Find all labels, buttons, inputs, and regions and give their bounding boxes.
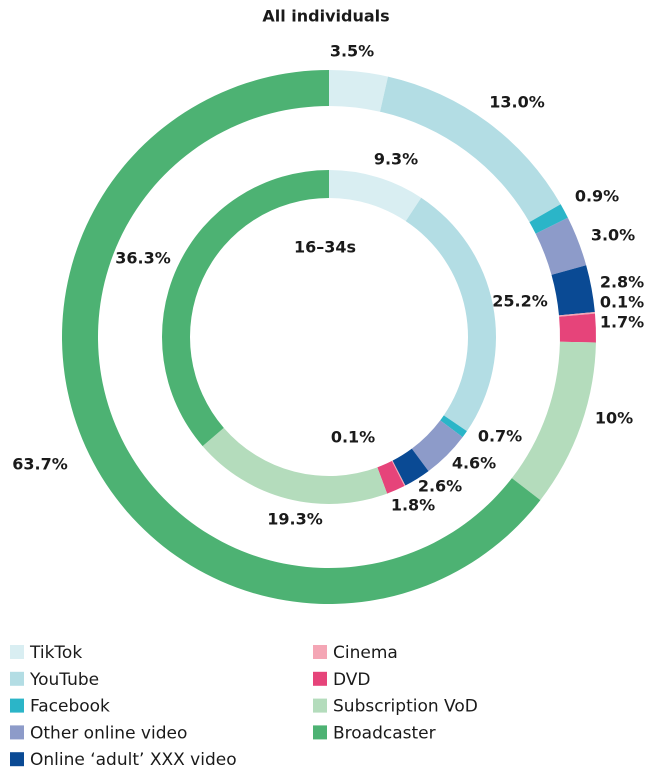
donut-segment [559,313,596,343]
data-label: 63.7% [12,455,68,474]
donut-segment [202,427,388,504]
legend-swatch [313,725,327,740]
legend-label: TikTok [29,643,82,663]
data-label: 1.7% [600,313,644,332]
data-label: 13.0% [489,93,545,112]
legend-label: Online ‘adult’ XXX video [30,750,237,770]
donut-segment [392,448,429,486]
legend-swatch [313,645,327,659]
donut-segment [529,204,568,234]
legend-label: Facebook [30,697,110,717]
legend-label: Subscription VoD [333,697,478,717]
donut-segment [440,415,467,438]
data-label: 0.1% [331,428,375,447]
legend-swatch [10,645,24,659]
donut-segment [411,420,463,472]
donut-segment [377,461,405,494]
donut-segment [405,197,496,432]
data-label: 2.8% [600,273,644,292]
data-label: 1.8% [391,496,435,515]
donut-segment [391,460,406,487]
donut-segment [329,70,388,112]
legend-label: Cinema [333,643,398,663]
legend-swatch [10,671,24,686]
donut-segment [535,217,587,275]
donut-segment [551,265,595,316]
data-label: 0.9% [575,187,619,206]
inner-ring-title: 16–34s [294,238,356,257]
data-label: 3.5% [330,42,374,61]
outer-ring-title: All individuals [262,7,389,26]
donut-segment [380,76,561,223]
data-label: 9.3% [374,150,418,169]
legend-label: Broadcaster [333,723,436,743]
data-label: 25.2% [492,292,548,311]
data-label: 10% [595,409,633,428]
legend-swatch [313,671,327,686]
donut-segment [329,170,422,222]
data-label: 19.3% [267,510,323,529]
data-label: 4.6% [452,454,496,473]
legend-label: DVD [333,670,371,690]
data-label: 0.7% [478,427,522,446]
legend-label: YouTube [29,670,99,690]
legend-swatch [10,698,24,713]
data-label: 2.6% [418,477,462,496]
donut-segment [161,170,329,447]
legend-swatch [313,698,327,713]
data-label: 0.1% [600,293,644,312]
data-label: 3.0% [591,226,635,245]
legend-swatch [10,725,24,740]
data-label: 36.3% [115,249,171,268]
donut-segment [511,341,596,501]
donut-segment [558,311,595,317]
legend-label: Other online video [30,723,187,743]
legend-swatch [10,752,24,767]
